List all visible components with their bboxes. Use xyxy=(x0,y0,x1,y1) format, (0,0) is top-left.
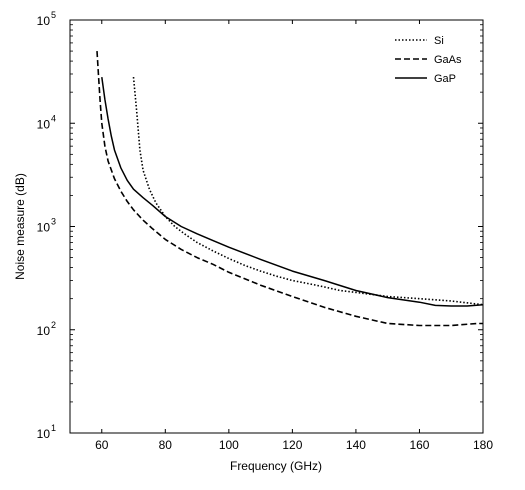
series-line-gaas xyxy=(96,51,483,327)
y-axis-label: Noise measure (dB) xyxy=(13,173,27,280)
legend-label-gap: GaP xyxy=(434,73,456,85)
plot-curves xyxy=(96,51,484,327)
x-tick-label: 100 xyxy=(219,438,239,452)
legend-label-gaas: GaAs xyxy=(434,54,462,66)
y-tick-label-exponent: 2 xyxy=(51,320,56,330)
x-tick-label: 180 xyxy=(473,438,493,452)
x-tick-label: 60 xyxy=(95,438,109,452)
y-tick-label-base: 10 xyxy=(37,14,51,28)
y-tick-label-exponent: 4 xyxy=(51,113,56,123)
y-tick-label-base: 10 xyxy=(37,117,51,131)
legend: Si GaAs GaP xyxy=(395,35,462,85)
x-tick-label: 120 xyxy=(282,438,302,452)
y-tick-label-base: 10 xyxy=(37,427,51,441)
y-tick-label-exponent: 3 xyxy=(51,217,56,227)
x-axis-ticks: 60 80 100 120 140 160 180 xyxy=(95,20,493,452)
x-tick-label: 140 xyxy=(346,438,366,452)
y-tick-label-exponent: 5 xyxy=(51,10,56,20)
y-tick-label-base: 10 xyxy=(37,221,51,235)
x-tick-label: 80 xyxy=(159,438,173,452)
x-tick-label: 160 xyxy=(409,438,429,452)
series-line-gap xyxy=(101,76,484,307)
x-axis-label: Frequency (GHz) xyxy=(230,459,322,473)
y-tick-label-exponent: 1 xyxy=(51,423,56,433)
legend-label-si: Si xyxy=(434,35,444,47)
y-tick-label-base: 10 xyxy=(37,324,51,338)
